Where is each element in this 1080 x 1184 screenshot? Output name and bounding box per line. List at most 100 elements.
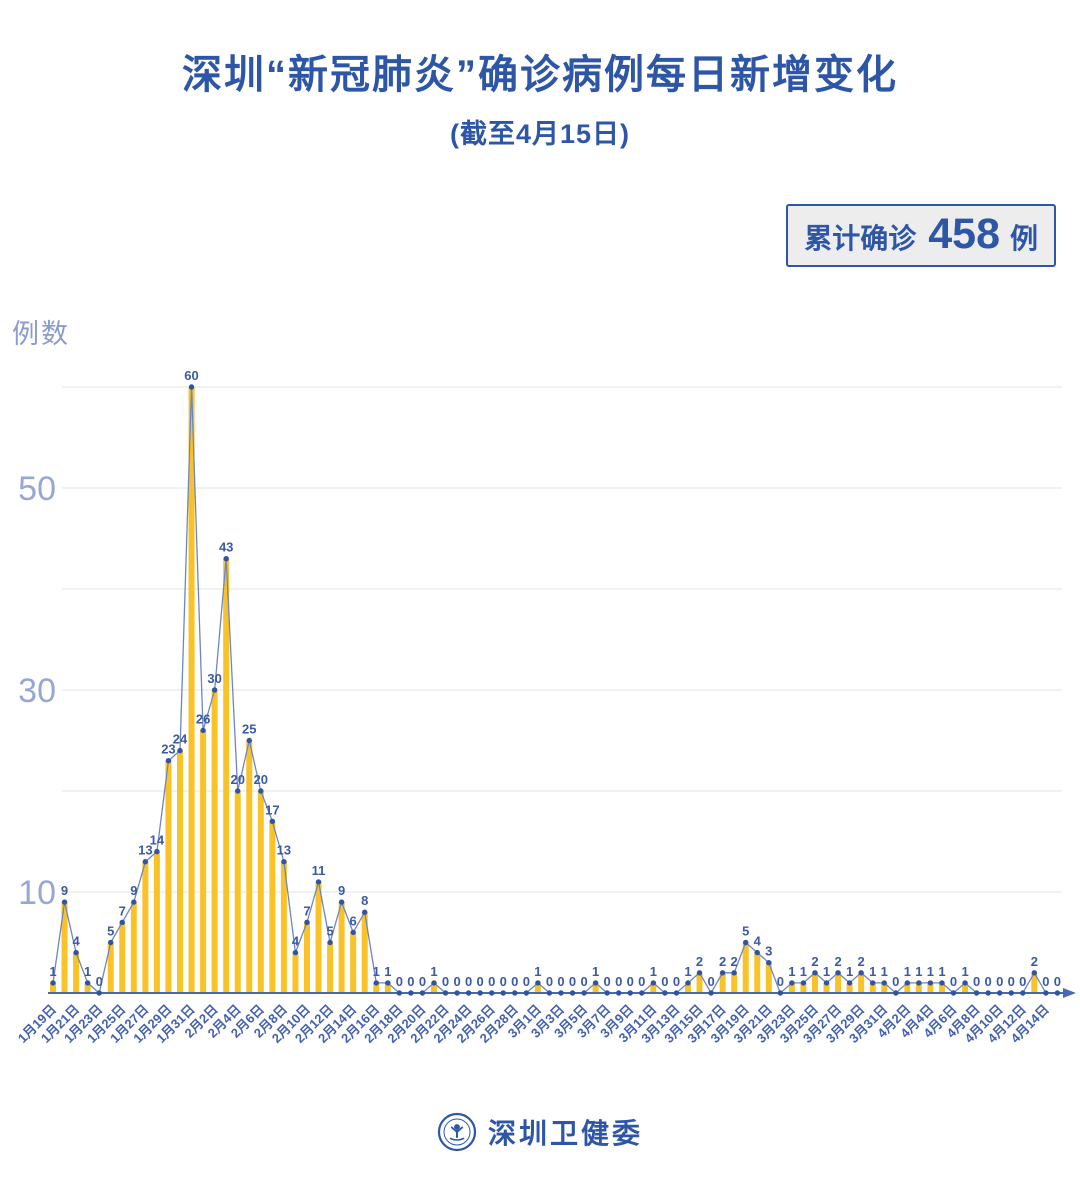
svg-text:17: 17 (265, 802, 279, 817)
svg-text:1: 1 (592, 964, 599, 979)
org-name: 深圳卫健委 (487, 1118, 643, 1149)
svg-text:1: 1 (869, 964, 876, 979)
svg-text:0: 0 (638, 974, 645, 989)
svg-text:30: 30 (18, 672, 56, 710)
svg-text:26: 26 (196, 711, 210, 726)
svg-text:13: 13 (138, 843, 152, 858)
svg-text:2: 2 (858, 954, 865, 969)
svg-text:0: 0 (477, 974, 484, 989)
svg-text:1: 1 (881, 964, 888, 979)
svg-text:0: 0 (580, 974, 587, 989)
svg-text:43: 43 (219, 540, 233, 555)
svg-text:11: 11 (312, 863, 326, 878)
svg-text:0: 0 (604, 974, 611, 989)
svg-text:14: 14 (150, 833, 165, 848)
svg-text:1: 1 (384, 964, 391, 979)
svg-text:0: 0 (442, 974, 449, 989)
svg-text:0: 0 (407, 974, 414, 989)
svg-text:0: 0 (615, 974, 622, 989)
svg-text:9: 9 (61, 883, 68, 898)
svg-text:0: 0 (511, 974, 518, 989)
svg-text:0: 0 (569, 974, 576, 989)
svg-text:9: 9 (338, 883, 345, 898)
svg-text:0: 0 (546, 974, 553, 989)
svg-text:20: 20 (254, 772, 268, 787)
svg-text:1: 1 (904, 964, 911, 979)
svg-text:13: 13 (277, 843, 291, 858)
svg-text:0: 0 (996, 974, 1003, 989)
svg-text:2: 2 (696, 954, 703, 969)
svg-text:1: 1 (84, 964, 91, 979)
svg-text:2: 2 (731, 954, 738, 969)
footer: 深圳卫健委 (0, 1112, 1080, 1152)
svg-text:1: 1 (534, 964, 541, 979)
svg-text:9: 9 (130, 883, 137, 898)
svg-text:0: 0 (1042, 974, 1049, 989)
svg-text:0: 0 (500, 974, 507, 989)
svg-text:7: 7 (119, 903, 126, 918)
svg-text:2: 2 (834, 954, 841, 969)
svg-text:24: 24 (173, 732, 188, 747)
svg-text:0: 0 (661, 974, 668, 989)
svg-text:60: 60 (184, 370, 198, 383)
svg-text:6: 6 (350, 913, 357, 928)
svg-text:1: 1 (915, 964, 922, 979)
svg-text:3: 3 (765, 944, 772, 959)
svg-text:0: 0 (396, 974, 403, 989)
svg-text:0: 0 (465, 974, 472, 989)
svg-text:0: 0 (453, 974, 460, 989)
svg-text:1: 1 (373, 964, 380, 979)
page-subtitle: (截至4月15日) (449, 119, 631, 149)
svg-text:1: 1 (684, 964, 691, 979)
cumulative-badge: 累计确诊 458 例 (786, 204, 1056, 267)
badge-unit: 例 (1009, 223, 1038, 254)
svg-text:0: 0 (1054, 974, 1061, 989)
svg-text:0: 0 (488, 974, 495, 989)
svg-text:0: 0 (96, 974, 103, 989)
badge-label: 累计确诊 (804, 223, 917, 254)
svg-text:0: 0 (523, 974, 530, 989)
svg-text:1: 1 (800, 964, 807, 979)
svg-text:1: 1 (430, 964, 437, 979)
svg-text:0: 0 (557, 974, 564, 989)
svg-text:0: 0 (973, 974, 980, 989)
svg-text:4: 4 (754, 934, 762, 949)
svg-text:1: 1 (823, 964, 830, 979)
svg-text:0: 0 (673, 974, 680, 989)
svg-text:0: 0 (985, 974, 992, 989)
svg-text:0: 0 (707, 974, 714, 989)
svg-text:1: 1 (49, 964, 56, 979)
org-logo-icon (437, 1112, 477, 1152)
svg-text:4: 4 (72, 934, 80, 949)
badge-value: 458 (928, 210, 1000, 258)
page-title: 深圳“新冠肺炎”确诊病例每日新增变化 (182, 53, 898, 97)
svg-text:20: 20 (230, 772, 244, 787)
svg-text:2: 2 (719, 954, 726, 969)
svg-text:8: 8 (361, 893, 368, 908)
svg-text:50: 50 (18, 470, 56, 508)
svg-text:1: 1 (927, 964, 934, 979)
daily-new-cases-chart: 1030501941057913142324602630432025201713… (15, 370, 1076, 1046)
svg-text:0: 0 (777, 974, 784, 989)
svg-text:5: 5 (742, 924, 749, 939)
svg-text:1: 1 (650, 964, 657, 979)
svg-text:0: 0 (419, 974, 426, 989)
svg-text:0: 0 (627, 974, 634, 989)
svg-text:4: 4 (292, 934, 300, 949)
y-axis-title: 例数 (12, 319, 70, 349)
svg-text:1: 1 (846, 964, 853, 979)
svg-text:7: 7 (303, 903, 310, 918)
svg-text:5: 5 (326, 924, 333, 939)
svg-text:2: 2 (1031, 954, 1038, 969)
svg-text:0: 0 (1008, 974, 1015, 989)
svg-text:1: 1 (788, 964, 795, 979)
svg-text:2: 2 (811, 954, 818, 969)
svg-text:0: 0 (1019, 974, 1026, 989)
svg-text:0: 0 (950, 974, 957, 989)
svg-text:1: 1 (938, 964, 945, 979)
svg-text:1: 1 (961, 964, 968, 979)
svg-text:23: 23 (161, 742, 175, 757)
svg-text:0: 0 (892, 974, 899, 989)
svg-text:30: 30 (207, 671, 221, 686)
